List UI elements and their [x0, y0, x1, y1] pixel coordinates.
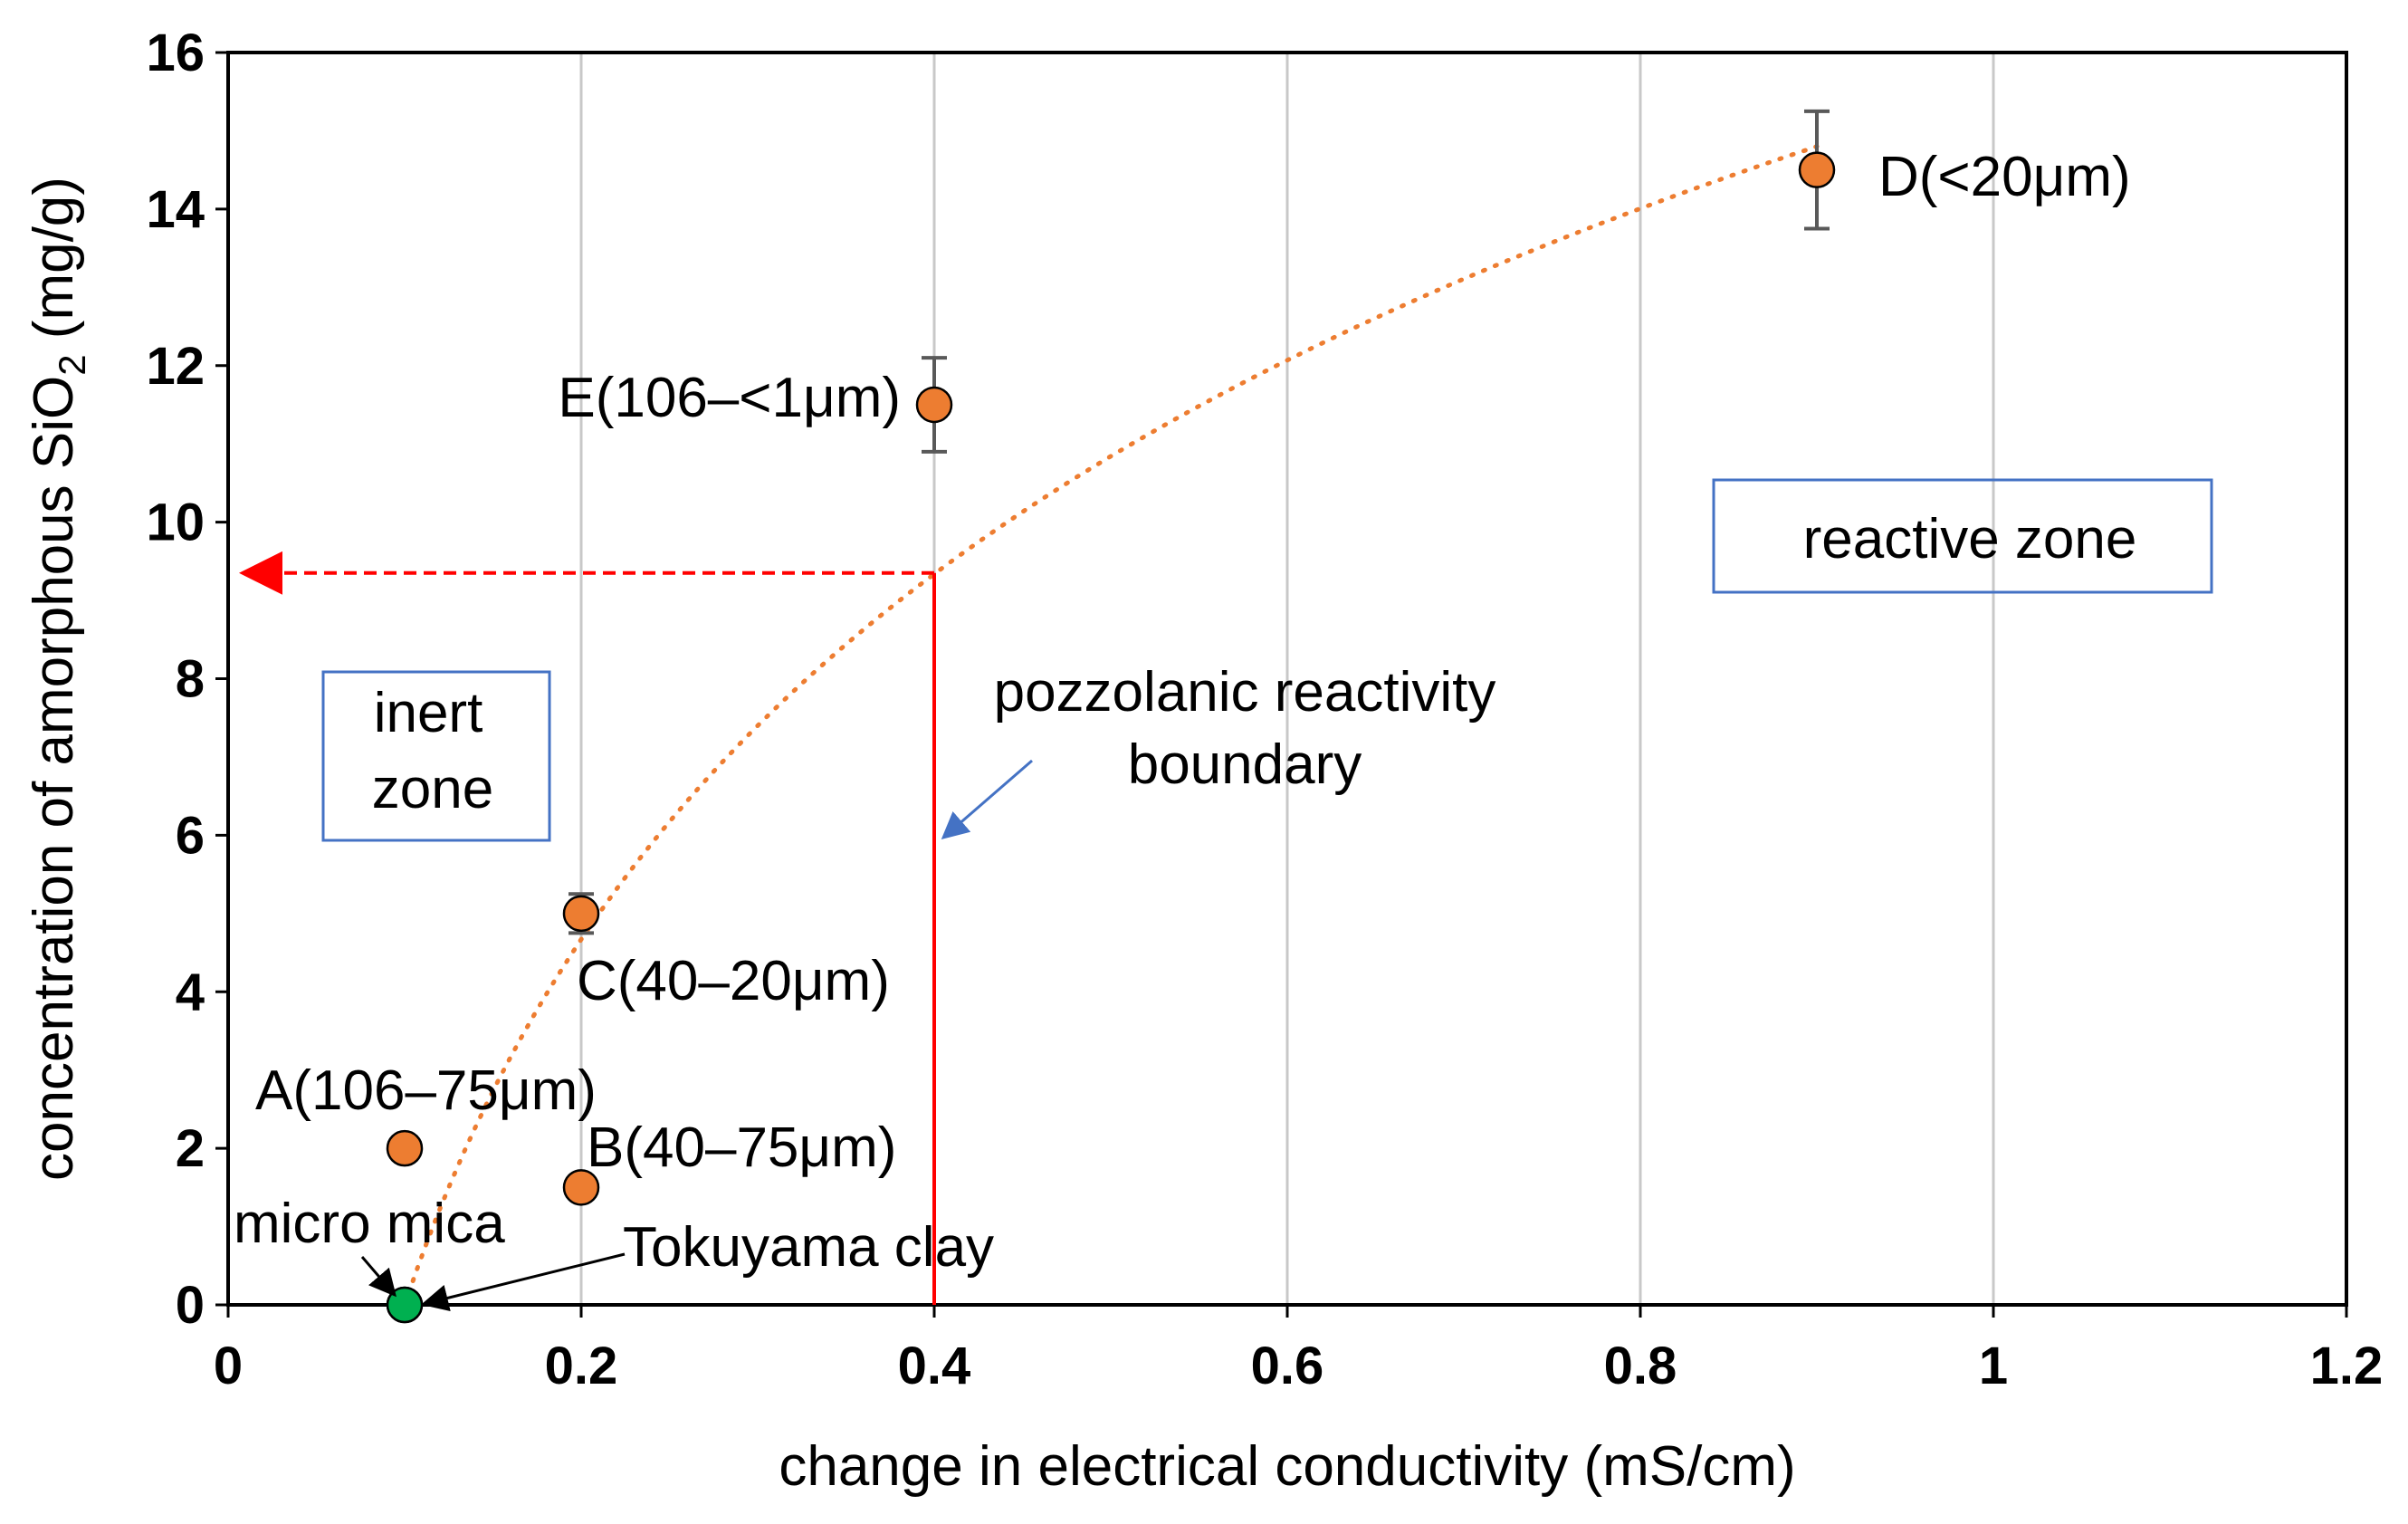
point-label-tokuyama-clay: Tokuyama clay [623, 1216, 994, 1279]
inert-zone-label-2: zone [372, 758, 493, 820]
point-label-micro-mica: micro mica [234, 1193, 505, 1255]
y-tick-label: 14 [146, 180, 205, 239]
boundary-pointer-arrow [941, 759, 1033, 839]
point-E [915, 386, 953, 424]
data-points [386, 151, 1836, 1324]
x-tick-label: 0.8 [1604, 1337, 1677, 1395]
x-tick-label: 0.2 [545, 1337, 618, 1395]
point-label-a: A(106–75μm) [255, 1059, 597, 1122]
boundary-label: pozzolanic reactivity [994, 661, 1496, 724]
y-axis-label-unit: (mg/g) [23, 177, 85, 354]
trendline [402, 144, 1820, 1308]
y-tick-label: 10 [146, 494, 205, 552]
x-tick-label: 0 [214, 1337, 243, 1395]
x-axis-label: change in electrical conductivity (mS/cm… [779, 1435, 1795, 1498]
tokuyama-clay-arrow [421, 1252, 626, 1312]
y-axis-label: concentration of amorphous SiO2 (mg/g) [23, 177, 93, 1181]
y-tick-label: 6 [176, 806, 205, 865]
y-tick-label: 0 [176, 1276, 205, 1335]
point-C [562, 895, 600, 933]
boundary-label-2: boundary [1128, 733, 1362, 796]
inert-zone-box [321, 670, 551, 842]
x-tick-label: 0.6 [1251, 1337, 1324, 1395]
y-tick-label: 2 [176, 1119, 205, 1178]
point-D [1798, 151, 1836, 188]
reactive-zone-box [1712, 478, 2213, 594]
micro-mica-arrow [360, 1256, 397, 1298]
point-B [562, 1169, 600, 1206]
y-tick-label: 12 [146, 337, 205, 396]
y-tick-label: 8 [176, 650, 205, 709]
point-label-e: E(106–<1μm) [558, 367, 901, 429]
y-axis-label-main: concentration of amorphous SiO [23, 376, 85, 1181]
point-label-d: D(<20μm) [1878, 146, 2131, 208]
point-label-b: B(40–75μm) [587, 1117, 896, 1179]
y-tick-label: 16 [146, 24, 205, 82]
point-label-c: C(40–20μm) [577, 950, 890, 1012]
point-A [386, 1129, 424, 1167]
y-axis-label-subscript: 2 [51, 354, 93, 375]
x-tick-label: 1 [1979, 1337, 2008, 1395]
x-axis-ticks: 0 0.2 0.4 0.6 0.8 1 1.2 [214, 1305, 2383, 1395]
y-tick-label: 4 [176, 963, 205, 1021]
inert-zone-label: inert [374, 682, 483, 744]
y-axis-ticks: 0 2 4 6 8 10 12 14 16 [146, 24, 228, 1335]
x-tick-label: 0.4 [898, 1337, 971, 1395]
x-tick-label: 1.2 [2310, 1337, 2384, 1395]
reactive-zone-label: reactive zone [1803, 508, 2137, 570]
